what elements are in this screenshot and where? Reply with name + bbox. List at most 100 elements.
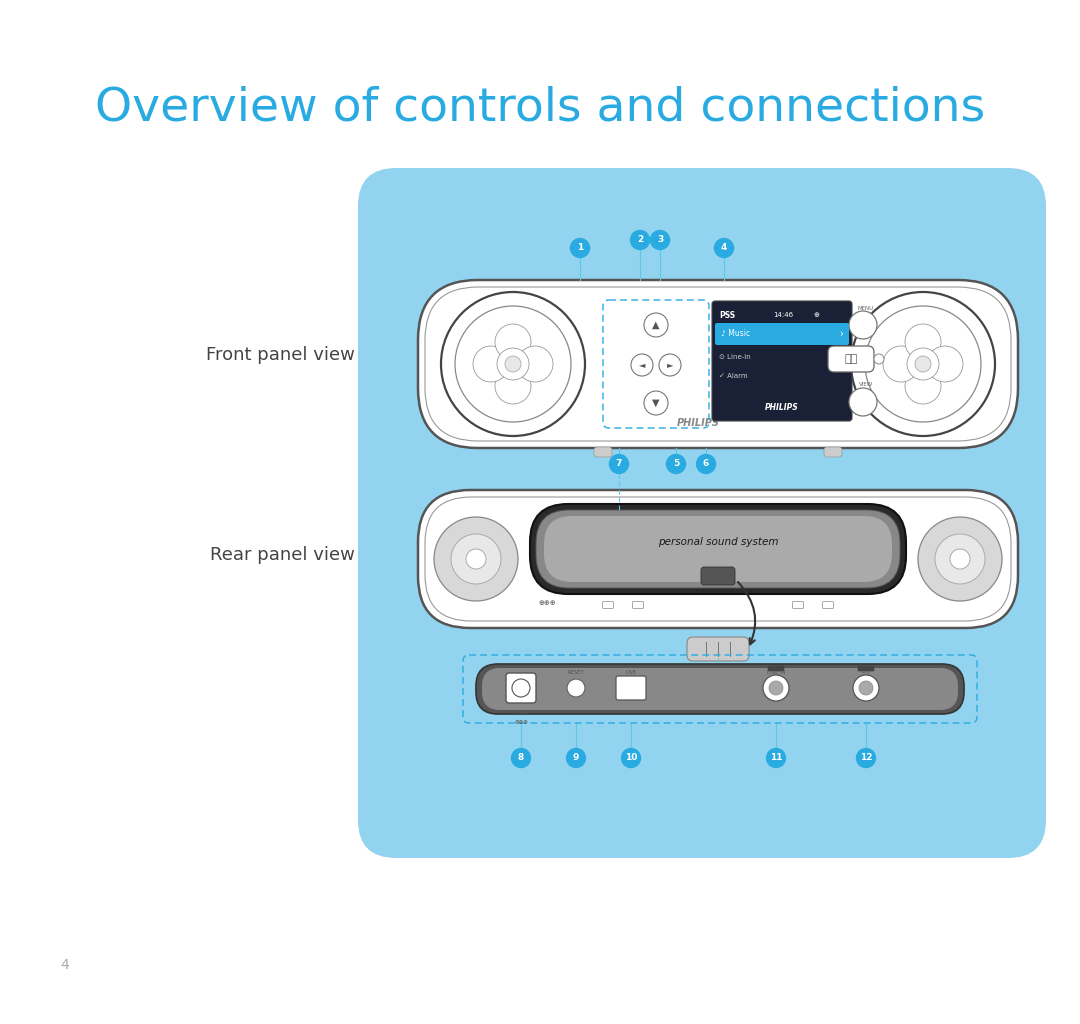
- Circle shape: [512, 749, 530, 768]
- Text: 3: 3: [657, 236, 663, 245]
- Circle shape: [907, 348, 939, 380]
- Circle shape: [927, 346, 963, 382]
- Text: ⊕: ⊕: [813, 312, 819, 318]
- Circle shape: [644, 313, 669, 337]
- Text: ⊙ Line-In: ⊙ Line-In: [719, 354, 751, 360]
- Circle shape: [697, 455, 715, 473]
- FancyBboxPatch shape: [633, 601, 644, 608]
- Text: LINE IN: LINE IN: [767, 670, 785, 675]
- FancyBboxPatch shape: [507, 673, 536, 703]
- Circle shape: [517, 346, 553, 382]
- FancyBboxPatch shape: [701, 567, 735, 585]
- Circle shape: [762, 675, 789, 701]
- Circle shape: [856, 749, 876, 768]
- Circle shape: [849, 388, 877, 416]
- FancyBboxPatch shape: [687, 637, 750, 662]
- Circle shape: [441, 292, 585, 436]
- Circle shape: [631, 354, 653, 376]
- Text: 7: 7: [616, 460, 622, 469]
- FancyBboxPatch shape: [858, 666, 875, 672]
- Circle shape: [883, 346, 919, 382]
- Circle shape: [512, 679, 530, 697]
- Text: RESET: RESET: [568, 670, 584, 675]
- FancyBboxPatch shape: [476, 664, 964, 714]
- Text: USB: USB: [625, 670, 636, 675]
- Circle shape: [874, 354, 885, 364]
- FancyBboxPatch shape: [712, 301, 852, 421]
- Circle shape: [905, 324, 941, 360]
- FancyBboxPatch shape: [594, 447, 612, 457]
- Circle shape: [455, 306, 571, 422]
- FancyBboxPatch shape: [603, 601, 613, 608]
- Circle shape: [769, 681, 783, 695]
- FancyBboxPatch shape: [418, 280, 1018, 449]
- Text: ▲: ▲: [652, 319, 660, 330]
- Circle shape: [497, 348, 529, 380]
- Circle shape: [644, 391, 669, 415]
- Text: ⊕⊕⊕: ⊕⊕⊕: [514, 721, 528, 725]
- Text: PHILIPS: PHILIPS: [765, 402, 799, 412]
- FancyBboxPatch shape: [357, 168, 1047, 858]
- Circle shape: [495, 368, 531, 404]
- Circle shape: [570, 239, 590, 257]
- Circle shape: [865, 306, 981, 422]
- Text: 8: 8: [518, 754, 524, 763]
- Text: 5: 5: [673, 460, 679, 469]
- Text: 12: 12: [860, 754, 873, 763]
- Text: Ω/γ: Ω/γ: [862, 670, 870, 675]
- Text: 10: 10: [625, 754, 637, 763]
- Circle shape: [918, 517, 1002, 601]
- Circle shape: [859, 681, 873, 695]
- Text: ▼: ▼: [652, 398, 660, 408]
- Text: 5V DC: 5V DC: [513, 710, 529, 715]
- FancyBboxPatch shape: [768, 666, 784, 672]
- Text: 1: 1: [577, 244, 583, 253]
- Circle shape: [434, 517, 518, 601]
- Text: ✓ Alarm: ✓ Alarm: [719, 373, 747, 379]
- FancyBboxPatch shape: [715, 323, 849, 345]
- Circle shape: [935, 534, 985, 584]
- Circle shape: [659, 354, 681, 376]
- Circle shape: [715, 239, 733, 257]
- Circle shape: [465, 549, 486, 569]
- FancyBboxPatch shape: [418, 490, 1018, 628]
- Circle shape: [853, 675, 879, 701]
- Text: ⊕⊕⊕: ⊕⊕⊕: [538, 600, 555, 606]
- FancyBboxPatch shape: [793, 601, 804, 608]
- Text: ►: ►: [666, 360, 673, 370]
- Circle shape: [621, 749, 640, 768]
- Text: 6: 6: [703, 460, 710, 469]
- Text: Front panel view: Front panel view: [206, 346, 355, 364]
- Circle shape: [609, 455, 629, 473]
- FancyBboxPatch shape: [616, 676, 646, 700]
- Text: ⏮⏭: ⏮⏭: [845, 354, 858, 364]
- Circle shape: [567, 679, 585, 697]
- Text: VIEW: VIEW: [859, 383, 873, 387]
- Text: personal sound system: personal sound system: [658, 537, 779, 547]
- Circle shape: [666, 455, 686, 473]
- Text: ♪ Music: ♪ Music: [721, 330, 751, 339]
- Circle shape: [915, 356, 931, 372]
- Text: Overview of controls and connections: Overview of controls and connections: [95, 85, 985, 130]
- FancyBboxPatch shape: [536, 510, 900, 588]
- Circle shape: [451, 534, 501, 584]
- FancyBboxPatch shape: [824, 447, 842, 457]
- Text: 4: 4: [720, 244, 727, 253]
- FancyBboxPatch shape: [544, 516, 892, 582]
- Text: 4: 4: [60, 958, 69, 972]
- Text: 11: 11: [770, 754, 782, 763]
- Circle shape: [950, 549, 970, 569]
- Circle shape: [567, 749, 585, 768]
- Circle shape: [849, 311, 877, 339]
- Text: PHILIPS: PHILIPS: [676, 418, 719, 428]
- FancyBboxPatch shape: [828, 346, 874, 372]
- Circle shape: [473, 346, 509, 382]
- Text: Rear panel view: Rear panel view: [211, 546, 355, 564]
- Circle shape: [495, 324, 531, 360]
- FancyBboxPatch shape: [530, 504, 906, 594]
- Circle shape: [767, 749, 785, 768]
- Circle shape: [851, 292, 995, 436]
- Circle shape: [631, 230, 649, 250]
- Circle shape: [650, 230, 670, 250]
- Text: 9: 9: [572, 754, 579, 763]
